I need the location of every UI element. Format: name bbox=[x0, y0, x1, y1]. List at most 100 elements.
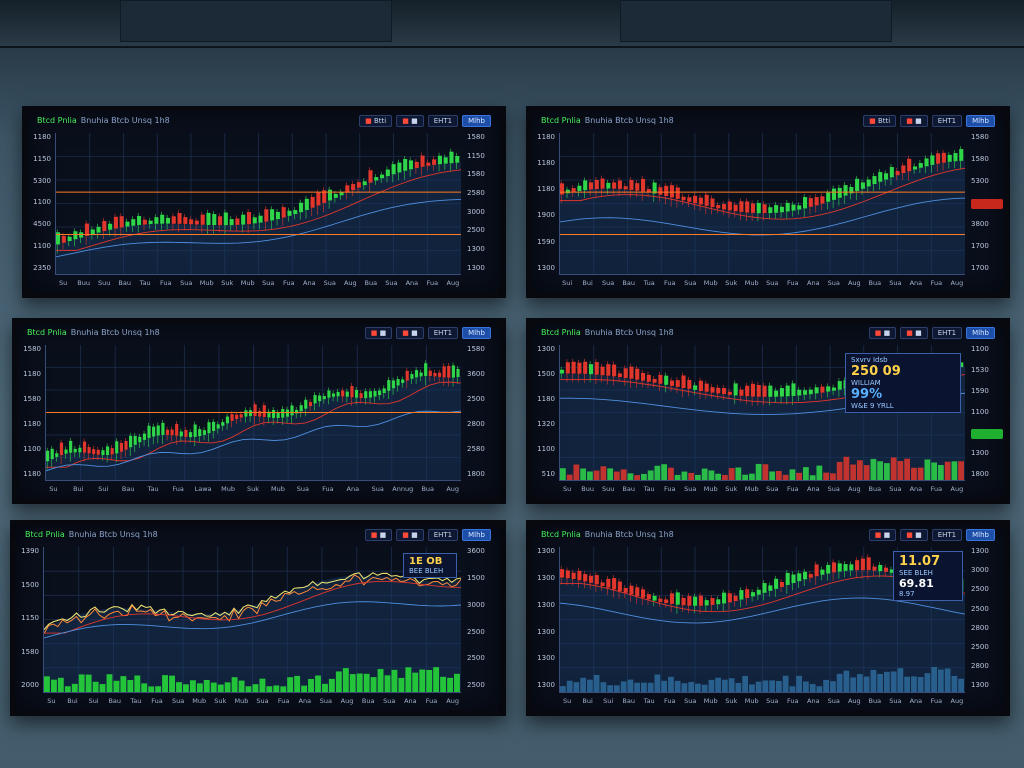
toolbar-button[interactable]: ■ Btti bbox=[359, 115, 393, 127]
volume-bar bbox=[189, 680, 196, 692]
toolbar-button[interactable]: Mlhb bbox=[462, 529, 491, 541]
x-tick-label: Mub bbox=[744, 485, 759, 493]
y-tick-label: 1700 bbox=[971, 263, 989, 272]
volume-bar bbox=[78, 674, 85, 692]
candle-body bbox=[426, 162, 431, 166]
candle-body bbox=[82, 441, 87, 453]
toolbar-button[interactable]: ■ ■ bbox=[868, 327, 897, 339]
candle-body bbox=[623, 186, 628, 190]
volume-bar bbox=[816, 465, 823, 480]
volume-bar bbox=[356, 673, 363, 692]
toolbar-button[interactable]: EHT1 bbox=[931, 327, 963, 339]
candle-body bbox=[768, 385, 773, 397]
candle-body bbox=[87, 447, 91, 454]
x-tick-label: Sui bbox=[562, 279, 573, 287]
y-tick-label: 1580 bbox=[467, 345, 485, 353]
y-tick-label: 1300 bbox=[971, 449, 989, 458]
toolbar-button[interactable]: ■ ■ bbox=[364, 327, 393, 339]
candle-body bbox=[565, 362, 570, 374]
chart-subtitle: Bnuhia Btcb Unsq 1h8 bbox=[584, 116, 674, 125]
candle-body bbox=[345, 391, 349, 397]
candle-body bbox=[756, 202, 761, 214]
x-tick-label: Bua bbox=[361, 697, 375, 705]
price-area bbox=[560, 160, 965, 274]
toolbar-button[interactable]: ■ ■ bbox=[868, 529, 897, 541]
volume-bar bbox=[951, 675, 958, 692]
volume-bar bbox=[877, 673, 884, 692]
price-plot[interactable] bbox=[559, 133, 965, 275]
x-tick-label: Fua bbox=[322, 485, 334, 493]
candle-body bbox=[617, 581, 622, 592]
toolbar-button[interactable]: ■ ■ bbox=[364, 529, 393, 541]
y-tick-label: 1300 bbox=[537, 627, 555, 636]
toolbar-button[interactable]: Mlhb bbox=[966, 327, 995, 339]
candle-body bbox=[293, 210, 298, 215]
toolbar-button[interactable]: ■ ■ bbox=[900, 529, 928, 541]
candle-body bbox=[374, 177, 379, 181]
price-plot[interactable] bbox=[55, 133, 461, 275]
candle-body bbox=[698, 380, 703, 391]
current-price-tag bbox=[971, 429, 1003, 439]
toolbar-button[interactable]: EHT1 bbox=[931, 115, 963, 127]
toolbar-button[interactable]: EHT1 bbox=[427, 529, 459, 541]
toolbar-button[interactable]: ■ ■ bbox=[396, 327, 424, 339]
volume-bar bbox=[674, 680, 681, 692]
y-tick-label: 1580 bbox=[467, 133, 485, 141]
x-tick-label: Bua bbox=[868, 485, 882, 493]
toolbar-button[interactable]: Mlhb bbox=[462, 115, 491, 127]
candle-body bbox=[803, 571, 808, 580]
toolbar-button[interactable]: ■ Btti bbox=[863, 115, 897, 127]
y-tick-label: 5300 bbox=[971, 176, 989, 185]
chart-screen: Btcd Pnlia Bnuhia Btcb Unsq 1h8 ■ ■ ■ ■ EHT1… bbox=[12, 318, 506, 504]
candle-body bbox=[105, 446, 110, 455]
volume-bar bbox=[863, 676, 870, 692]
candle-body bbox=[46, 450, 50, 462]
toolbar-button[interactable]: ■ ■ bbox=[900, 327, 928, 339]
toolbar-button[interactable]: Mlhb bbox=[462, 327, 491, 339]
volume-bar bbox=[127, 679, 134, 692]
volume-bar bbox=[412, 672, 419, 692]
x-tick-label: Sua bbox=[383, 697, 396, 705]
x-tick-label: Tau bbox=[643, 485, 655, 493]
x-tick-label: Fua bbox=[787, 697, 799, 705]
toolbar-button[interactable]: Mlhb bbox=[966, 115, 995, 127]
toolbar-button[interactable]: ■ ■ bbox=[900, 115, 928, 127]
x-tick-label: Sua bbox=[684, 279, 697, 287]
price-plot[interactable] bbox=[43, 547, 461, 693]
y-tick-label: 1700 bbox=[971, 241, 989, 250]
toolbar-button[interactable]: ■ ■ bbox=[396, 115, 424, 127]
volume-bar bbox=[573, 464, 580, 480]
volume-bar bbox=[654, 465, 661, 480]
candle-body bbox=[762, 583, 767, 593]
toolbar-button[interactable]: EHT1 bbox=[427, 327, 459, 339]
candle-body bbox=[267, 411, 271, 418]
volume-bar bbox=[280, 686, 287, 692]
x-tick-label: Sua bbox=[262, 279, 275, 287]
candle-body bbox=[565, 570, 570, 579]
volume-bar bbox=[742, 675, 749, 692]
volume-bar bbox=[64, 686, 71, 692]
toolbar-button[interactable]: EHT1 bbox=[931, 529, 963, 541]
y-tick-label: 1590 bbox=[971, 386, 989, 395]
volume-bar bbox=[641, 473, 647, 480]
chart-toolbar: Btcd Pnlia Bnuhia Btcb Unsq 1h8 ■ ■ ■ ■ EHT1… bbox=[23, 327, 495, 341]
toolbar-button[interactable]: EHT1 bbox=[427, 115, 459, 127]
candle-body bbox=[206, 212, 211, 225]
volume-bar bbox=[823, 472, 830, 480]
candle-body bbox=[716, 387, 721, 394]
x-tick-label: Aug bbox=[950, 279, 964, 287]
candle-body bbox=[745, 385, 750, 397]
volume-bar bbox=[593, 470, 600, 480]
price-plot[interactable] bbox=[45, 345, 461, 481]
candle-body bbox=[837, 187, 842, 198]
toolbar-button[interactable]: Mlhb bbox=[966, 529, 995, 541]
y-tick-label: 1800 bbox=[971, 470, 989, 479]
candle-body bbox=[814, 197, 819, 206]
volume-bar bbox=[384, 675, 391, 692]
x-tick-label: Aug bbox=[340, 697, 354, 705]
toolbar-button[interactable]: ■ ■ bbox=[396, 529, 424, 541]
chart-title: Btcd Pnlia Bnuhia Btcb Unsq 1h8 bbox=[25, 530, 158, 539]
candle-body bbox=[693, 385, 698, 390]
candle-body bbox=[803, 197, 808, 209]
candle-body bbox=[133, 435, 137, 445]
